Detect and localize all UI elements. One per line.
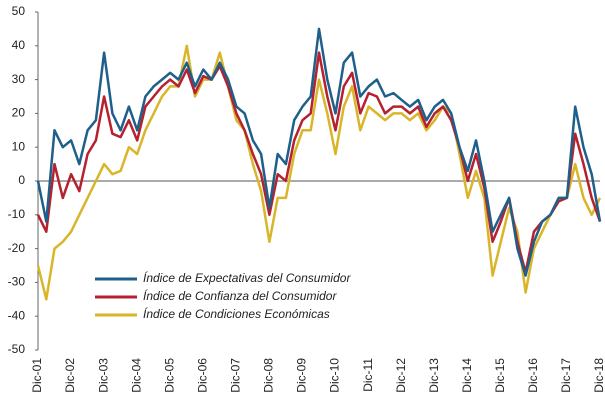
x-tick-label: Dic-04	[129, 358, 143, 393]
x-tick-label: Dic-16	[526, 358, 540, 393]
x-tick-label: Dic-06	[195, 358, 209, 393]
legend-label: Índice de Expectativas del Consumidor	[143, 270, 351, 285]
x-tick-label: Dic-18	[592, 358, 605, 393]
y-tick-label: -50	[8, 342, 26, 356]
x-tick-label: Dic-12	[394, 358, 408, 393]
legend-label: Índice de Condiciones Económicas	[143, 306, 330, 321]
series-line	[36, 27, 602, 277]
legend-label: Índice de Confianza del Consumidor	[143, 288, 337, 303]
x-tick-label: Dic-11	[361, 358, 375, 392]
y-tick-label: -20	[8, 241, 26, 255]
x-tick-label: Dic-07	[229, 358, 243, 393]
x-tick-label: Dic-09	[295, 358, 309, 393]
y-tick-label: 50	[12, 4, 26, 18]
x-tick-label: Dic-02	[63, 358, 77, 393]
x-tick-label: Dic-08	[262, 358, 276, 393]
y-tick-label: 40	[12, 38, 26, 52]
x-tick-label: Dic-13	[427, 358, 441, 393]
x-tick-label: Dic-03	[96, 358, 110, 393]
y-tick-label: 0	[18, 173, 25, 187]
x-tick-label: Dic-01	[30, 358, 44, 393]
x-tick-label: Dic-15	[493, 358, 507, 393]
x-tick-label: Dic-17	[559, 358, 573, 393]
y-tick-label: 30	[12, 72, 26, 86]
y-tick-label: 10	[12, 139, 26, 153]
x-tick-label: Dic-05	[162, 358, 176, 393]
y-tick-label: -30	[8, 275, 26, 289]
y-tick-label: 20	[12, 106, 26, 120]
y-tick-label: -40	[8, 308, 26, 322]
x-tick-label: Dic-10	[328, 358, 342, 393]
x-tick-label: Dic-14	[460, 358, 474, 393]
series-line	[36, 44, 602, 301]
y-tick-label: -10	[8, 207, 26, 221]
